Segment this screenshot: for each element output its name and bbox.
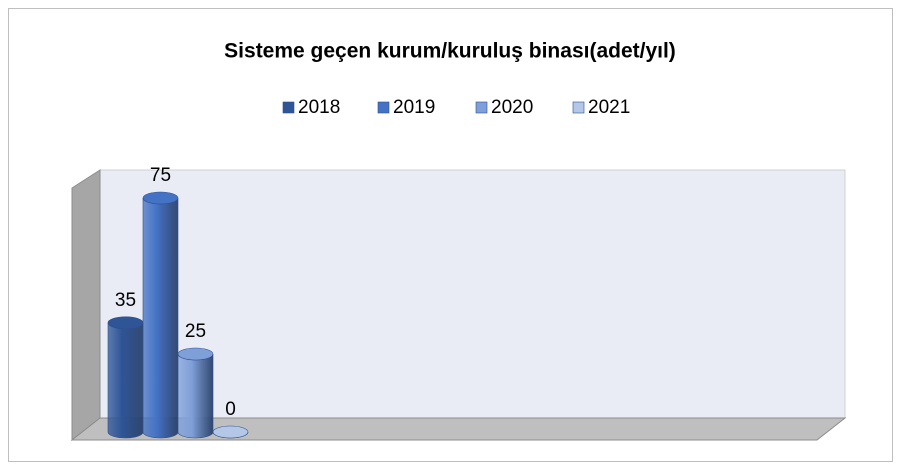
side-wall: [71, 169, 101, 442]
chart-title: Sisteme geçen kurum/kuruluş binası(adet/…: [224, 40, 676, 63]
floor: [70, 417, 847, 441]
legend-swatch: [377, 101, 390, 114]
legend-swatch: [475, 101, 488, 114]
legend-swatch: [572, 101, 585, 114]
data-label: 75: [150, 165, 171, 186]
data-label: 25: [185, 321, 206, 342]
data-label: 35: [115, 290, 136, 311]
cylinder: [142, 197, 179, 439]
cylinder-top: [212, 425, 249, 439]
cylinder: [177, 353, 214, 439]
cylinder-top: [107, 316, 144, 330]
legend-swatch: [282, 101, 295, 114]
cylinder: [107, 322, 144, 439]
legend-label: 2019: [393, 97, 435, 118]
cylinder-top: [177, 347, 214, 361]
data-label: 0: [225, 399, 236, 420]
legend-label: 2021: [588, 97, 630, 118]
legend-label: 2018: [298, 97, 340, 118]
legend-label: 2020: [491, 97, 533, 118]
cylinder-top: [142, 191, 179, 205]
